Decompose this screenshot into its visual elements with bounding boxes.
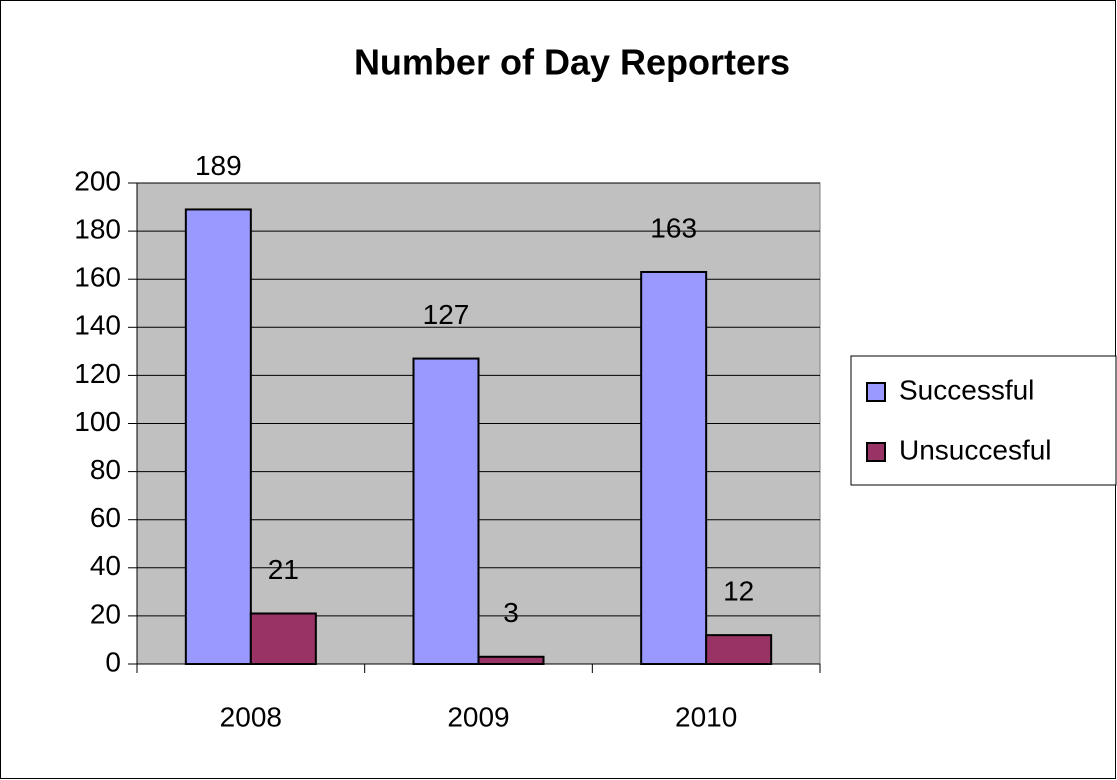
y-tick-label: 200	[74, 165, 121, 196]
bar	[640, 270, 708, 665]
y-tick-label: 40	[90, 550, 121, 581]
bar	[184, 208, 252, 666]
x-tick-label: 2009	[447, 701, 509, 732]
y-tick-label: 80	[90, 454, 121, 485]
data-label: 127	[423, 299, 470, 330]
x-tick-label: 2010	[675, 701, 737, 732]
data-label: 189	[195, 150, 242, 181]
legend-label: Successful	[899, 374, 1034, 405]
y-tick-label: 160	[74, 262, 121, 293]
legend-swatch	[866, 442, 886, 462]
y-tick-label: 20	[90, 598, 121, 629]
data-label: 21	[268, 554, 299, 585]
y-tick-label: 0	[105, 646, 121, 677]
data-label: 163	[650, 212, 697, 243]
x-tick-label: 2008	[220, 701, 282, 732]
legend-box	[850, 355, 1117, 486]
bar	[412, 357, 480, 665]
legend-swatch	[866, 382, 886, 402]
bar	[705, 634, 773, 666]
y-tick-label: 60	[90, 502, 121, 533]
bar	[477, 655, 545, 665]
legend-label: Unsuccesful	[899, 434, 1052, 465]
y-tick-label: 180	[74, 213, 121, 244]
chart-title: Number of Day Reporters	[354, 42, 790, 83]
y-tick-label: 120	[74, 358, 121, 389]
bar	[249, 612, 317, 665]
data-label: 3	[503, 597, 519, 628]
data-label: 12	[723, 576, 754, 607]
y-tick-label: 140	[74, 310, 121, 341]
y-tick-label: 100	[74, 406, 121, 437]
